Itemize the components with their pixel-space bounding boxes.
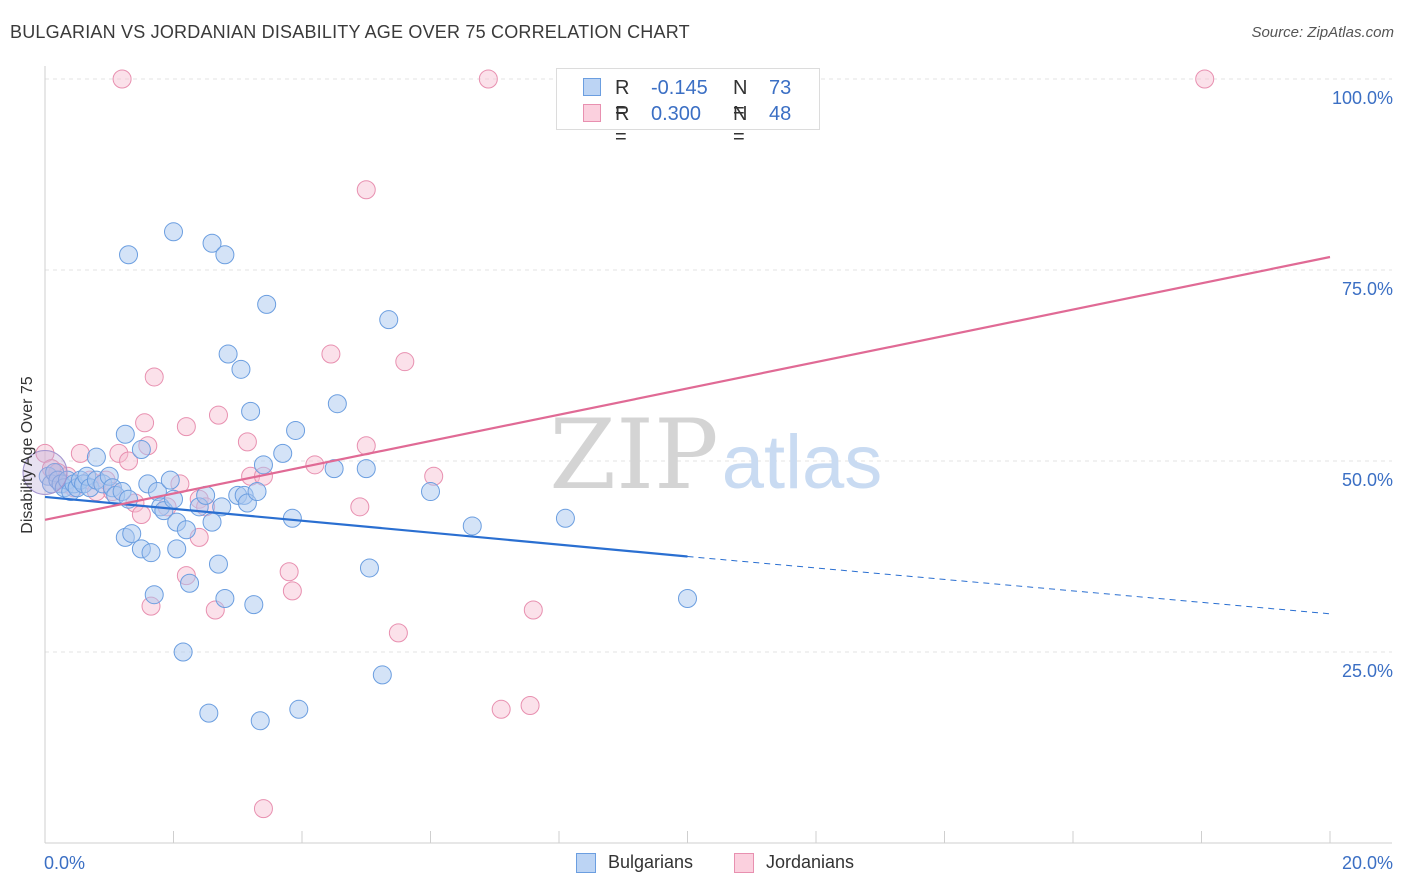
y-tick-label: 25.0%: [1342, 661, 1393, 681]
jordanians-point: [176, 417, 196, 437]
chart-title: BULGARIAN VS JORDANIAN DISABILITY AGE OV…: [10, 22, 690, 42]
bulgarians-point: [289, 699, 309, 719]
jordanians-point: [253, 799, 273, 819]
jordanians-point: [1195, 69, 1215, 89]
bulgarians-point: [555, 508, 575, 528]
bulgarians-point: [202, 512, 222, 532]
bulgarians-point: [164, 222, 183, 242]
y-tick-label: 100.0%: [1332, 88, 1393, 108]
bulgarians-point: [372, 665, 392, 685]
legend-swatch-blue: [583, 78, 601, 96]
jordanians-point: [523, 600, 543, 620]
jordanians-point: [491, 699, 511, 719]
bulgarians-point: [208, 554, 228, 574]
jordanians-point: [478, 69, 498, 89]
y-axis-title: Disability Age Over 75: [19, 376, 36, 534]
bulgarians-point: [462, 516, 482, 536]
bulgarians-point: [231, 359, 251, 379]
bulgarians-point: [173, 642, 193, 662]
bulgarians-point: [327, 394, 347, 414]
bulgarians-point: [86, 447, 106, 467]
correlation-legend: R = -0.145 N = 73 R = 0.300 N = 48: [556, 68, 820, 148]
legend-n-value: 73: [769, 77, 792, 99]
jordanians-point: [350, 497, 370, 517]
bulgarians-trend-extension: [687, 556, 1331, 615]
legend-n-label: N =: [733, 103, 748, 148]
watermark-zip: ZIP: [549, 399, 718, 511]
watermark: ZIP atlas: [549, 399, 882, 511]
bulgarians-point: [218, 344, 238, 364]
bulgarians-point: [167, 539, 187, 559]
bulgarians-point: [212, 497, 232, 517]
jordanians-point: [144, 367, 164, 387]
legend-n-label: N =: [733, 77, 748, 122]
legend-swatch-blue: [576, 853, 596, 873]
legend-r-label: R =: [615, 103, 630, 148]
legend-n-value: 48: [769, 103, 792, 125]
bulgarians-point: [247, 482, 267, 502]
bulgarians-point: [421, 482, 440, 502]
x-tick-label: 20.0%: [1342, 853, 1393, 873]
jordanians-point: [208, 405, 228, 425]
bulgarians-point: [244, 595, 264, 615]
y-tick-label: 50.0%: [1342, 470, 1393, 490]
jordanians-point: [321, 344, 341, 364]
bulgarians-trend-line: [44, 495, 688, 558]
axes: [44, 66, 1392, 844]
tick-labels: 25.0% 50.0% 75.0% 100.0% 0.0% 20.0%: [44, 88, 1393, 873]
bulgarians-point: [273, 443, 293, 463]
source-label: Source: ZipAtlas.com: [1251, 24, 1394, 41]
bulgarians-point: [241, 401, 261, 421]
bulgarians-point: [176, 520, 196, 540]
bulgarians-point: [253, 455, 273, 475]
bulgarians-point: [678, 589, 697, 609]
bulgarians-point: [180, 573, 200, 593]
jordanians-point: [119, 451, 139, 471]
legend-label-bulgarians: Bulgarians: [608, 852, 694, 872]
bulgarians-point: [131, 440, 151, 460]
jordanians-point: [131, 504, 151, 524]
bulgarians-point: [141, 543, 161, 563]
jordanians-point: [135, 413, 155, 433]
legend-r-value: -0.145: [651, 77, 708, 99]
jordanians-point: [395, 352, 415, 372]
jordanians-point: [388, 623, 408, 643]
bulgarians-point: [199, 703, 219, 723]
bulgarians-point: [119, 245, 139, 265]
bulgarians-point: [144, 585, 164, 605]
bulgarians-point: [250, 711, 270, 731]
jordanians-point: [70, 443, 90, 463]
bulgarians-point: [257, 294, 277, 314]
bulgarians-point: [115, 424, 135, 444]
jordanians-point: [279, 562, 299, 582]
x-tick-label: 0.0%: [44, 853, 85, 873]
bulgarians-point: [122, 524, 142, 544]
bulgarians-points: [22, 222, 697, 731]
bulgarians-point: [286, 420, 306, 440]
bulgarians-point: [160, 470, 180, 490]
jordanians-point: [520, 695, 540, 715]
bulgarians-point: [215, 589, 235, 609]
bulgarians-point: [356, 459, 376, 479]
legend-r-label: R =: [615, 77, 630, 122]
legend-swatch-pink: [583, 104, 601, 122]
jordanians-trend-line: [44, 255, 1331, 521]
y-tick-label: 75.0%: [1342, 279, 1393, 299]
jordanians-point: [109, 443, 129, 463]
jordanians-point: [112, 69, 132, 89]
bulgarians-point: [379, 310, 399, 330]
jordanians-point: [356, 180, 376, 200]
legend-r-value: 0.300: [651, 103, 702, 125]
cluster-point: [22, 449, 68, 495]
bulgarians-point: [202, 233, 222, 253]
trend-lines: [44, 255, 1331, 615]
jordanians-point: [282, 581, 302, 601]
watermark-atlas: atlas: [722, 420, 883, 505]
jordanians-point: [237, 432, 257, 452]
bulgarians-point: [215, 245, 235, 265]
legend-label-jordanians: Jordanians: [766, 852, 855, 872]
bulgarians-point: [359, 558, 379, 578]
legend-swatch-pink: [734, 853, 754, 873]
